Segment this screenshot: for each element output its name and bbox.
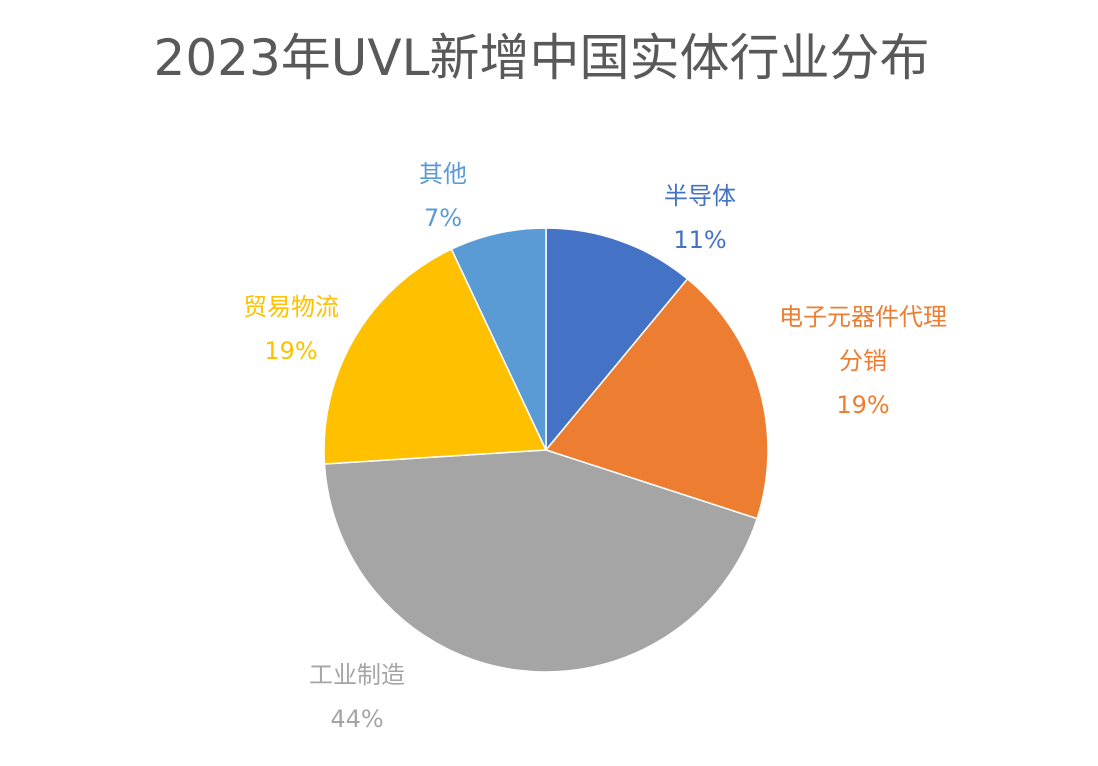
slice-label-2: 电子元器件代理 分销 19% bbox=[779, 295, 947, 427]
slice-percent: 7% bbox=[423, 204, 463, 232]
slice-label-4: 贸易物流 19% bbox=[243, 285, 339, 373]
chart-title: 2023年UVL新增中国实体行业分布 bbox=[153, 29, 930, 87]
slice-name: 半导体 bbox=[664, 182, 736, 210]
slice-label-3: 工业制造 44% bbox=[309, 653, 405, 741]
slice-name: 分销 bbox=[839, 347, 887, 375]
slice-name: 工业制造 bbox=[309, 661, 405, 689]
pie-slice-5 bbox=[450, 227, 547, 451]
pie-slice-2 bbox=[544, 277, 769, 520]
slice-percent: 11% bbox=[673, 226, 727, 254]
pie-slice-4 bbox=[323, 248, 548, 465]
slice-label-5: 其他 7% bbox=[419, 152, 467, 240]
slice-name: 其他 bbox=[419, 160, 467, 188]
slice-percent: 19% bbox=[836, 391, 890, 419]
pie-slice-1 bbox=[545, 227, 689, 453]
slice-label-1: 半导体 11% bbox=[664, 174, 736, 262]
slice-percent: 19% bbox=[264, 337, 318, 365]
slice-percent: 44% bbox=[330, 705, 384, 733]
slice-name: 电子元器件代理 bbox=[779, 303, 947, 331]
slice-name: 贸易物流 bbox=[243, 293, 339, 321]
pie-slice-3 bbox=[323, 449, 759, 673]
